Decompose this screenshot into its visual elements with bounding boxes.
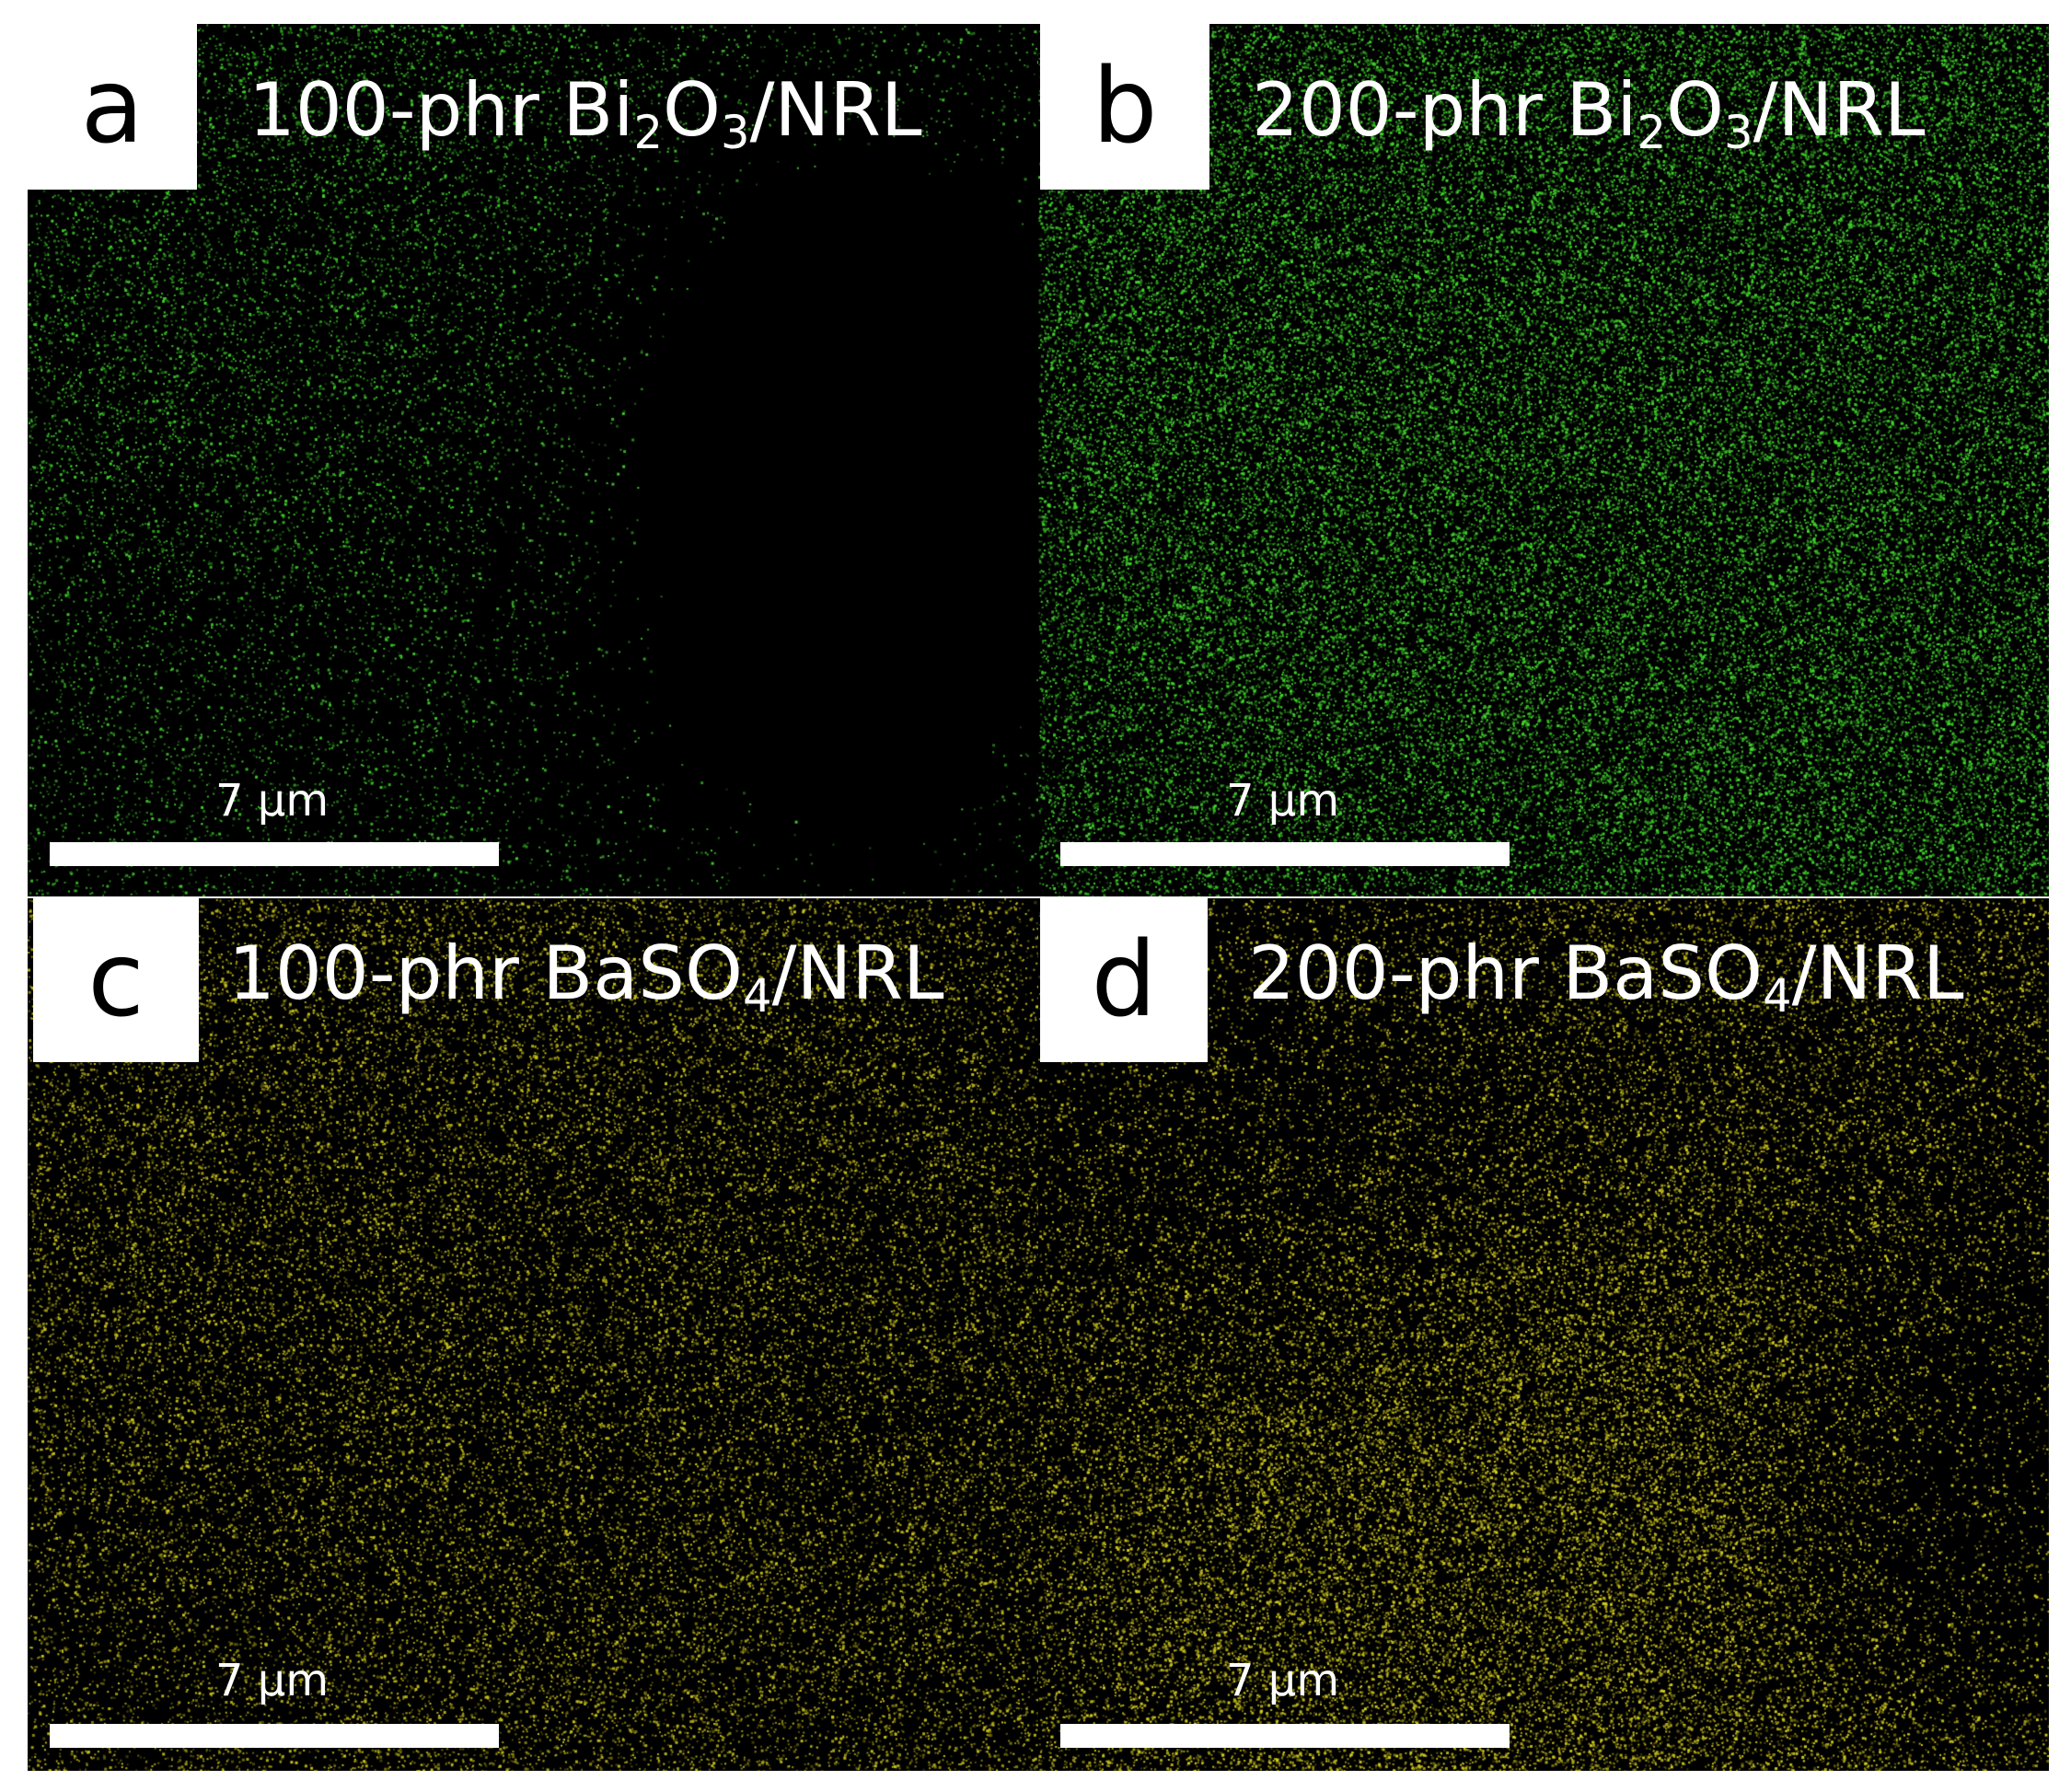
panel-d-scale-label: 7 µm xyxy=(1226,1655,1340,1706)
panel-c-title-sub1: 4 xyxy=(743,968,772,1023)
panel-b-title: 200-phr Bi2O3/NRL xyxy=(1252,74,1926,156)
panel-a-scale-bar xyxy=(50,842,499,866)
panel-c-title-prefix: 100-phr BaSO xyxy=(228,931,744,1016)
panel-a-title-suffix: /NRL xyxy=(749,67,922,153)
panel-a-letter: a xyxy=(28,24,197,190)
panel-b-scale-label: 7 µm xyxy=(1226,775,1340,827)
panel-b: b 200-phr Bi2O3/NRL 7 µm xyxy=(1038,24,2049,896)
panel-d-title-prefix: 200-phr BaSO xyxy=(1248,931,1764,1016)
panel-b-title-prefix: 200-phr Bi xyxy=(1252,67,1637,153)
panel-a-scale-label: 7 µm xyxy=(215,775,330,827)
panel-b-scale-bar xyxy=(1060,842,1510,866)
panel-a-title-mid: O xyxy=(663,67,722,153)
panel-a-title-sub2: 3 xyxy=(721,105,750,159)
panel-d: d 200-phr BaSO4/NRL 7 µm xyxy=(1038,898,2049,1771)
panel-b-title-suffix: /NRL xyxy=(1753,67,1926,153)
panel-c-scale-label: 7 µm xyxy=(215,1655,330,1706)
panel-d-letter: d xyxy=(1040,898,1208,1062)
panel-d-title: 200-phr BaSO4/NRL xyxy=(1248,937,1964,1019)
panel-d-scale-bar xyxy=(1060,1724,1510,1748)
panel-d-title-suffix: /NRL xyxy=(1791,931,1964,1016)
panel-c-scale-bar xyxy=(50,1724,499,1748)
panel-a: a 100-phr Bi2O3/NRL 7 µm xyxy=(28,24,1038,896)
panel-c: c 100-phr BaSO4/NRL 7 µm xyxy=(28,898,1038,1771)
panel-c-title: 100-phr BaSO4/NRL xyxy=(228,937,944,1019)
panel-b-title-sub1: 2 xyxy=(1637,105,1667,159)
panel-b-title-mid: O xyxy=(1666,67,1725,153)
panel-c-letter: c xyxy=(33,898,199,1062)
panel-b-title-sub2: 3 xyxy=(1724,105,1753,159)
panel-c-title-suffix: /NRL xyxy=(771,931,944,1016)
panel-b-letter: b xyxy=(1040,24,1209,190)
panel-a-title: 100-phr Bi2O3/NRL xyxy=(249,74,922,156)
panel-a-title-sub1: 2 xyxy=(633,105,664,159)
panel-a-title-prefix: 100-phr Bi xyxy=(249,67,634,153)
panel-d-title-sub1: 4 xyxy=(1763,968,1792,1023)
